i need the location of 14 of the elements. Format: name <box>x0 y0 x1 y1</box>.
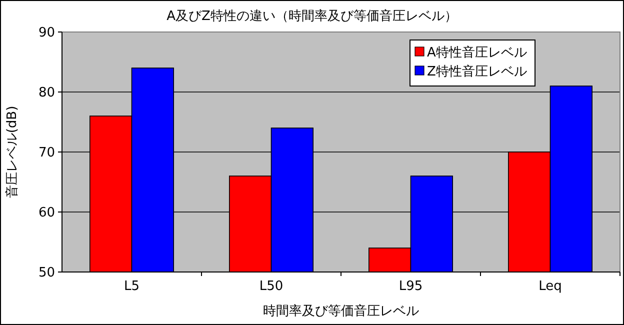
y-tick-label: 90 <box>38 26 55 41</box>
y-tick-label: 70 <box>38 146 55 161</box>
x-tick-label: L5 <box>124 279 140 294</box>
x-axis-title: 時間率及び等価音圧レベル <box>263 303 419 319</box>
chart-title: A及びZ特性の違い（時間率及び等価音圧レベル） <box>166 8 458 24</box>
y-tick-label: 50 <box>38 266 55 281</box>
y-tick-label: 80 <box>38 86 55 101</box>
legend-label: Z特性音圧レベル <box>427 64 527 80</box>
x-tick-label: L95 <box>398 279 423 294</box>
legend-label: A特性音圧レベル <box>427 46 527 61</box>
y-axis-title: 音圧レベル(dB) <box>5 106 20 198</box>
x-tick-label: Leq <box>538 279 562 294</box>
y-tick-label: 60 <box>38 206 55 221</box>
x-tick-label: L50 <box>259 279 284 294</box>
